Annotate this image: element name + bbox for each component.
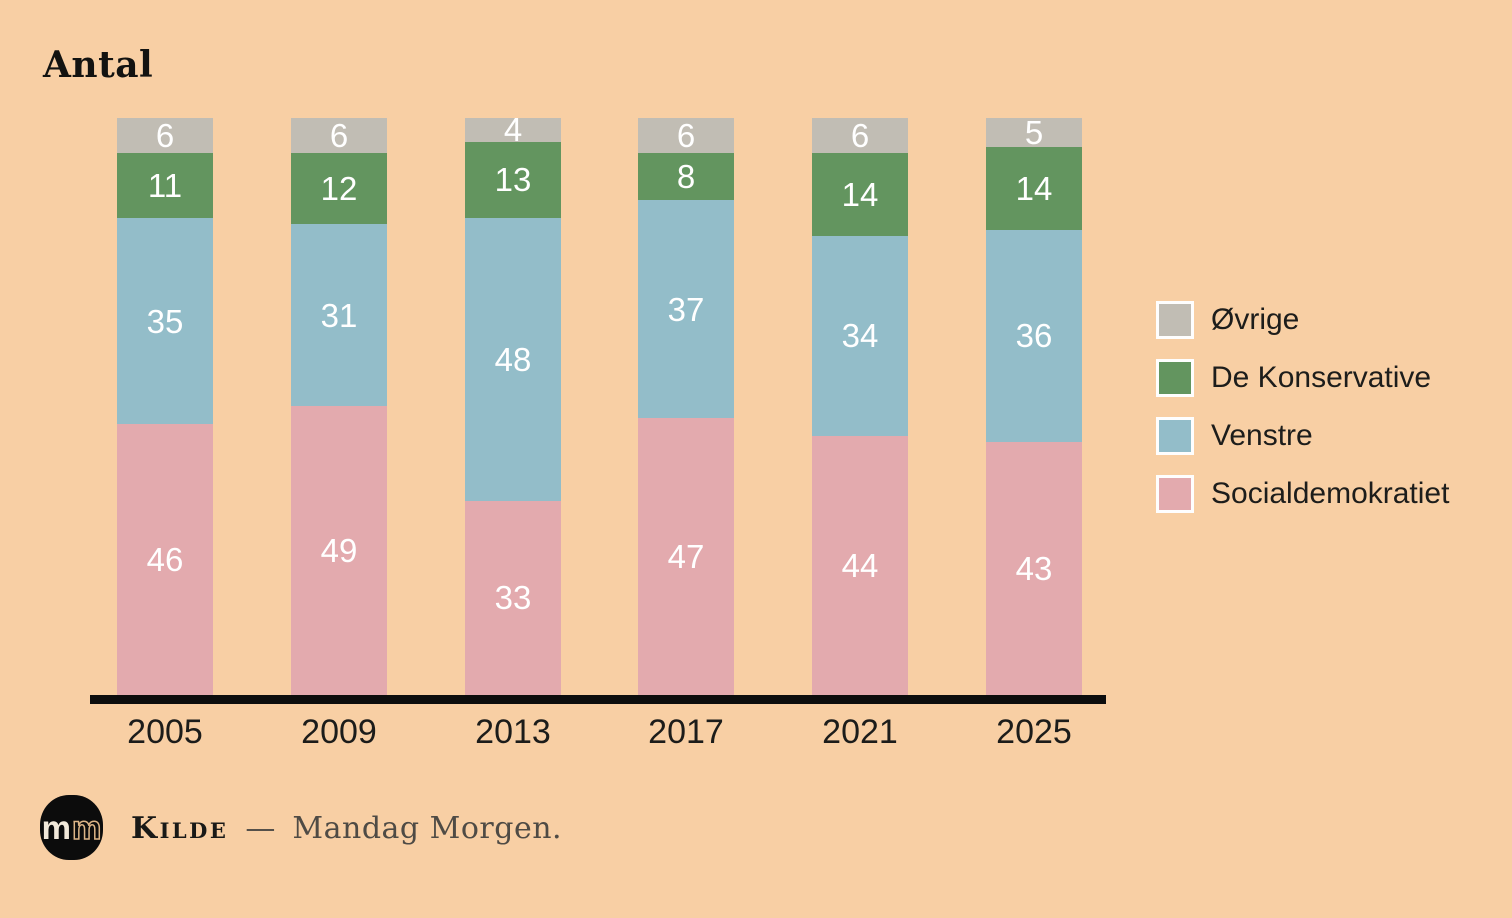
- source-label: Kilde: [131, 811, 229, 846]
- segment--vrige-2013: 4: [465, 113, 561, 146]
- segment-venstre-2005: 35: [117, 218, 213, 425]
- segment-value-label: 4: [503, 111, 523, 149]
- x-axis-line: [90, 695, 1106, 704]
- segment-de-konservative-2009: 12: [291, 153, 387, 224]
- segment-venstre-2013: 48: [465, 218, 561, 501]
- segment-value-label: 6: [850, 117, 870, 155]
- segment-de-konservative-2017: 8: [638, 153, 734, 201]
- bar-2013: 4 13 48 33: [465, 113, 561, 695]
- segment-value-label: 34: [841, 317, 879, 355]
- bar-2017: 6 8 37 47: [638, 118, 734, 695]
- x-axis-label-2025: 2025: [996, 713, 1072, 751]
- segment-value-label: 44: [841, 546, 879, 584]
- mandag-morgen-logo: m m: [40, 795, 103, 860]
- segment--vrige-2009: 6: [291, 117, 387, 155]
- x-axis-label-2009: 2009: [301, 713, 377, 751]
- legend-item--vrige: Øvrige: [1156, 301, 1449, 339]
- segment-venstre-2017: 37: [638, 200, 734, 419]
- segment-value-label: 36: [1015, 317, 1053, 355]
- legend-swatch--vrige: [1156, 301, 1194, 339]
- segment-venstre-2009: 31: [291, 223, 387, 407]
- source-separator-dash: —: [245, 811, 276, 846]
- legend-item-de-konservative: De Konservative: [1156, 359, 1449, 397]
- segment--vrige-2005: 6: [117, 117, 213, 155]
- chart-legend: Øvrige De Konservative Venstre Socialdemokr…: [1156, 301, 1449, 533]
- legend-label: Venstre: [1211, 419, 1313, 452]
- segment-value-label: 13: [494, 161, 532, 199]
- segment-value-label: 6: [329, 117, 349, 155]
- legend-swatch-venstre: [1156, 417, 1194, 455]
- segment-venstre-2025: 36: [986, 229, 1082, 442]
- segment--vrige-2021: 6: [812, 117, 908, 155]
- segment-value-label: 14: [841, 176, 879, 214]
- x-axis-label-2013: 2013: [475, 713, 551, 751]
- segment-value-label: 48: [494, 340, 532, 378]
- segment-value-label: 11: [147, 167, 183, 205]
- chart-title: Antal: [43, 44, 154, 86]
- segment-value-label: 47: [667, 538, 705, 576]
- legend-swatch-socialdemokratiet: [1156, 475, 1194, 513]
- bar-2009: 6 12 31 49: [291, 118, 387, 695]
- legend-swatch-de-konservative: [1156, 359, 1194, 397]
- legend-item-socialdemokratiet: Socialdemokratiet: [1156, 475, 1449, 513]
- bar-2005: 6 11 35 46: [117, 118, 213, 695]
- bar-2021: 6 14 34 44: [812, 118, 908, 695]
- legend-label: Socialdemokratiet: [1211, 477, 1450, 510]
- legend-label: Øvrige: [1211, 303, 1300, 336]
- x-axis-label-2005: 2005: [127, 713, 203, 751]
- segment-de-konservative-2025: 14: [986, 147, 1082, 230]
- segment-value-label: 35: [146, 302, 184, 340]
- segment-socialdemokratiet-2013: 33: [465, 500, 561, 695]
- x-axis-label-2021: 2021: [822, 713, 898, 751]
- segment-de-konservative-2013: 13: [465, 141, 561, 219]
- segment--vrige-2017: 6: [638, 117, 734, 155]
- segment-socialdemokratiet-2009: 49: [291, 406, 387, 695]
- segment-value-label: 31: [320, 296, 358, 334]
- source-line: Kilde — Mandag Morgen.: [131, 811, 562, 846]
- segment-value-label: 33: [494, 579, 532, 617]
- segment-socialdemokratiet-2017: 47: [638, 418, 734, 695]
- segment-value-label: 46: [146, 541, 184, 579]
- segment-value-label: 12: [320, 170, 358, 208]
- source-value: Mandag Morgen.: [292, 811, 563, 846]
- logo-letter-m-outline: m: [71, 809, 102, 846]
- segment-value-label: 37: [667, 290, 705, 328]
- bar-2025: 5 14 36 43: [986, 114, 1082, 695]
- segment--vrige-2025: 5: [986, 114, 1082, 152]
- segment-value-label: 8: [676, 158, 696, 196]
- segment-socialdemokratiet-2005: 46: [117, 424, 213, 695]
- legend-item-venstre: Venstre: [1156, 417, 1449, 455]
- segment-de-konservative-2005: 11: [117, 153, 213, 219]
- segment-de-konservative-2021: 14: [812, 153, 908, 236]
- segment-value-label: 49: [320, 532, 358, 570]
- segment-venstre-2021: 34: [812, 235, 908, 436]
- segment-socialdemokratiet-2021: 44: [812, 435, 908, 695]
- segment-value-label: 6: [155, 117, 175, 155]
- segment-socialdemokratiet-2025: 43: [986, 441, 1082, 695]
- logo-letter-m-solid: m: [41, 809, 71, 846]
- x-axis-label-2017: 2017: [648, 713, 724, 751]
- segment-value-label: 43: [1015, 549, 1053, 587]
- segment-value-label: 6: [676, 117, 696, 155]
- segment-value-label: 14: [1015, 170, 1053, 208]
- legend-label: De Konservative: [1211, 361, 1432, 394]
- segment-value-label: 5: [1024, 114, 1044, 152]
